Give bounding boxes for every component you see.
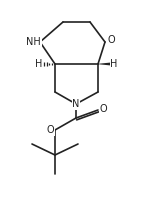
Text: H: H — [35, 59, 43, 69]
Text: NH: NH — [26, 37, 41, 47]
Text: O: O — [46, 125, 54, 135]
Text: O: O — [108, 35, 116, 45]
Polygon shape — [98, 62, 112, 66]
Text: O: O — [100, 104, 108, 114]
Text: H: H — [110, 59, 118, 69]
Text: N: N — [72, 99, 80, 109]
